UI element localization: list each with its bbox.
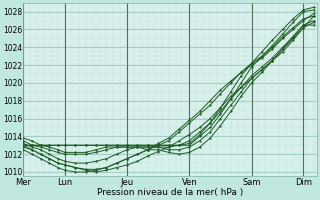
X-axis label: Pression niveau de la mer( hPa ): Pression niveau de la mer( hPa ) <box>97 188 244 197</box>
